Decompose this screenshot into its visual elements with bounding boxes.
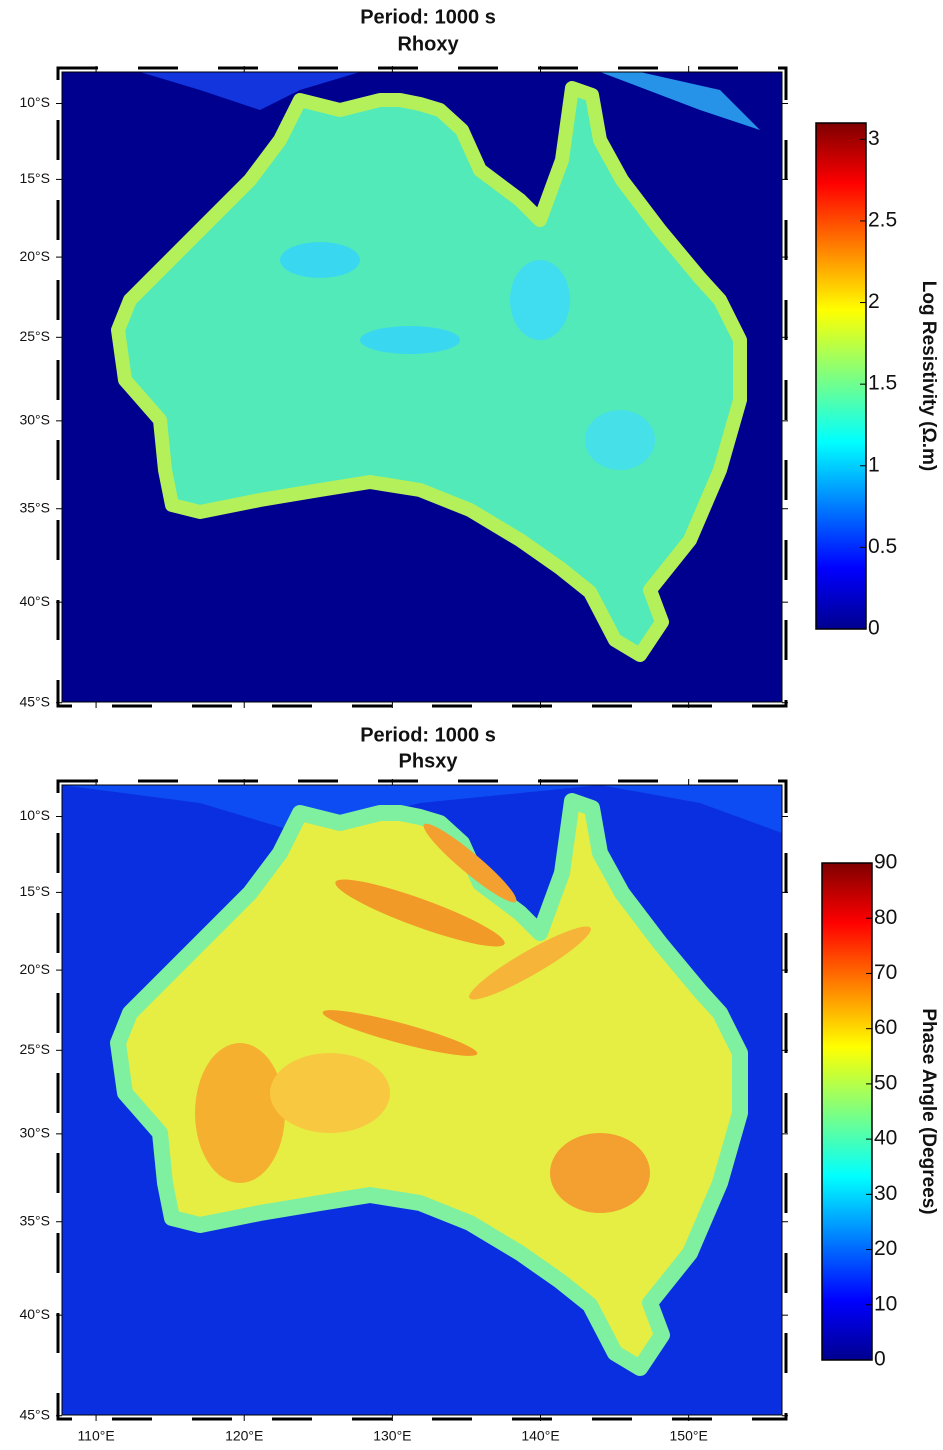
colorbar-tick-label: 0 — [874, 1348, 886, 1371]
colorbar-tick-label: 1 — [868, 453, 880, 476]
lat-label: 40°S — [19, 593, 50, 609]
lat-label: 20°S — [19, 248, 50, 264]
panel: Period: 1000 s Phsxy 10°S 15°S 20°S 25°S 30°… — [19, 724, 939, 1443]
lon-label: 140°E — [521, 1428, 559, 1444]
colorbar-tick-label: 2.5 — [868, 208, 897, 231]
lat-label: 40°S — [19, 1306, 50, 1322]
panel-subtitle: Phsxy — [399, 750, 459, 772]
lat-label: 25°S — [19, 328, 50, 344]
lat-label: 10°S — [19, 94, 50, 110]
colorbar-tick-label: 0.5 — [868, 535, 897, 558]
lat-label: 30°S — [19, 1125, 50, 1141]
lon-label: 150°E — [670, 1428, 708, 1444]
colorbar-label: Log Resistivity (Ω.m) — [918, 281, 939, 471]
lat-label: 35°S — [19, 499, 50, 515]
lon-label: 110°E — [77, 1428, 114, 1444]
panel: Period: 1000 s Rhoxy 10°S 15°S 20°S 25°S 30°… — [19, 6, 939, 709]
colorbar-tick-label: 3 — [868, 127, 880, 150]
lat-label: 30°S — [19, 412, 50, 428]
lat-label: 15°S — [19, 170, 50, 186]
colorbar-tick-label: 80 — [874, 906, 897, 929]
frame — [61, 71, 783, 703]
map — [62, 72, 782, 702]
colorbar-tick-label: 50 — [874, 1071, 897, 1094]
panel-title: Period: 1000 s — [360, 724, 496, 746]
frame-band — [56, 66, 788, 708]
colorbar-tick-label: 2 — [868, 290, 880, 313]
frame — [61, 784, 783, 1416]
lat-label: 35°S — [19, 1212, 50, 1228]
map — [62, 785, 782, 1415]
lat-label: 10°S — [19, 807, 50, 823]
panel-title: Period: 1000 s — [360, 6, 496, 28]
colorbar — [815, 122, 867, 630]
colorbar-tick-label: 40 — [874, 1127, 897, 1150]
colorbar-tick-label: 90 — [874, 851, 897, 874]
colorbar-tick-label: 60 — [874, 1016, 897, 1039]
colorbar-tick-label: 10 — [874, 1292, 897, 1315]
lat-label: 45°S — [19, 693, 50, 709]
colorbar — [821, 862, 873, 1361]
lat-label: 25°S — [19, 1041, 50, 1057]
colorbar-tick-label: 20 — [874, 1237, 897, 1260]
lon-label: 120°E — [225, 1428, 263, 1444]
frame-band — [56, 779, 788, 1421]
colorbar-label: Phase Angle (Degrees) — [918, 1008, 939, 1214]
colorbar-tick-label: 0 — [868, 617, 880, 640]
lat-label: 20°S — [19, 961, 50, 977]
lon-label: 130°E — [373, 1428, 411, 1444]
lat-label: 15°S — [19, 883, 50, 899]
colorbar-tick-label: 70 — [874, 961, 897, 984]
colorbar-tick-label: 30 — [874, 1182, 897, 1205]
panel-subtitle: Rhoxy — [397, 33, 459, 55]
colorbar-tick-label: 1.5 — [868, 372, 897, 395]
lat-label: 45°S — [19, 1406, 50, 1422]
